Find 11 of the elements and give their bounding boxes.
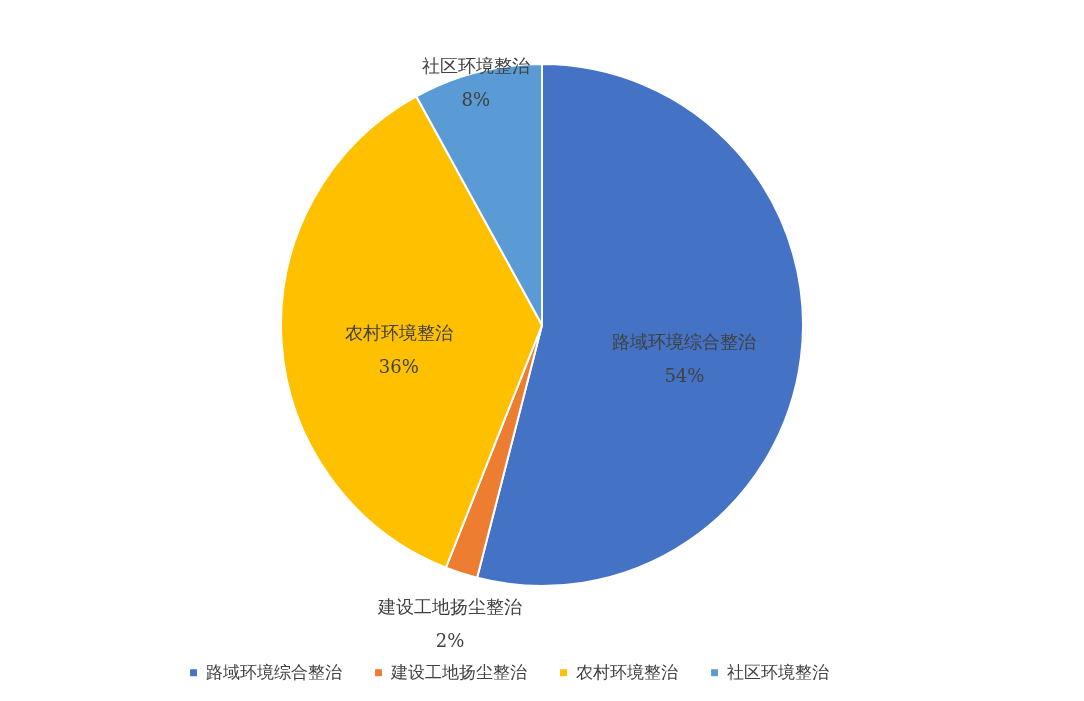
legend-label: 建设工地扬尘整治	[390, 661, 527, 682]
data-label: 54%	[664, 364, 705, 386]
slice-label: 建设工地扬尘整治	[377, 595, 523, 617]
legend-label: 路域环境综合整治	[206, 661, 342, 682]
legend-label: 农村环境整治	[576, 661, 678, 682]
slice-label: 路域环境综合整治	[612, 330, 757, 352]
data-label: 8%	[461, 89, 491, 111]
legend-label: 社区环境整治	[727, 661, 829, 682]
data-label: 36%	[378, 356, 419, 378]
data-label: 2%	[435, 629, 465, 651]
slice-label: 农村环境整治	[344, 322, 453, 344]
